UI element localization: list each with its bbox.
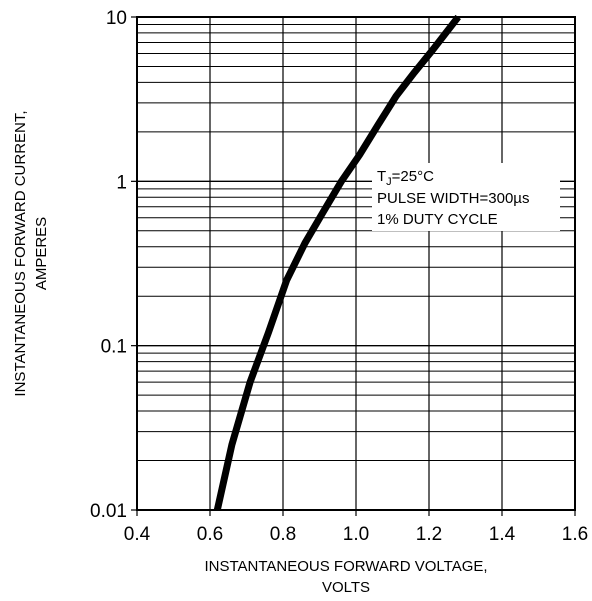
annotation-pulse-width: PULSE WIDTH=300µs: [377, 190, 529, 207]
y-tick-labels: 0.01 0.1 1 10: [90, 8, 127, 522]
x-tick-label: 1.4: [489, 524, 516, 545]
y-axis-title-line-1: INSTANTANEOUS FORWARD CURRENT,: [12, 110, 29, 396]
x-axis-title-line-2: VOLTS: [322, 579, 370, 596]
annotation-duty-cycle: 1% DUTY CYCLE: [377, 211, 498, 228]
annotation-box: TJ=25°C PULSE WIDTH=300µs 1% DUTY CYCLE: [372, 163, 560, 231]
x-tick-label: 0.8: [270, 524, 296, 545]
series-line-0: [213, 14, 461, 511]
x-tick-labels: 0.4 0.6 0.8 1.0 1.2 1.4 1.6: [124, 524, 588, 545]
y-tick-label: 10: [106, 8, 127, 29]
x-tick-label: 0.4: [124, 524, 151, 545]
annotation-temperature: TJ=25°C: [377, 168, 434, 188]
series-group: [213, 14, 461, 511]
annotation-background: [372, 163, 560, 231]
x-tick-label: 1.2: [416, 524, 442, 545]
y-tick-label: 0.01: [90, 501, 127, 522]
y-axis-title-line-2: AMPERES: [33, 217, 50, 290]
x-axis-title-line-1: INSTANTANEOUS FORWARD VOLTAGE,: [204, 558, 487, 575]
y-tick-label: 0.1: [101, 337, 127, 358]
x-tick-label: 0.6: [197, 524, 223, 545]
x-tick-label: 1.0: [343, 524, 369, 545]
x-tick-label: 1.6: [562, 524, 588, 545]
y-tick-label: 1: [116, 172, 127, 193]
plot-frame: [136, 16, 576, 511]
grid-lines: [131, 16, 576, 516]
